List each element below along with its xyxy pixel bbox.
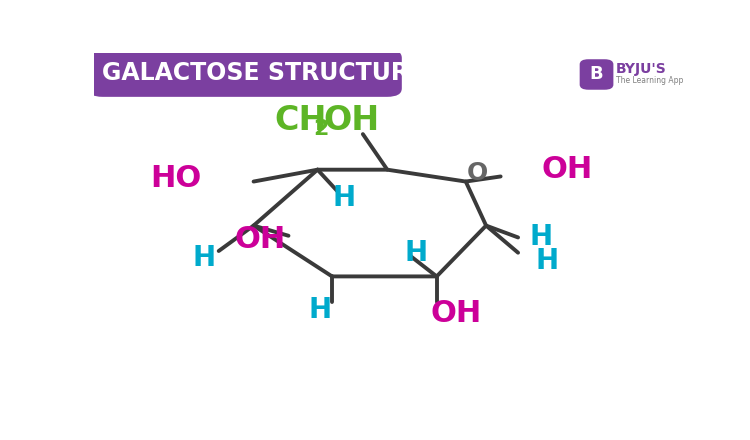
Text: The Learning App: The Learning App xyxy=(616,76,683,84)
Text: H: H xyxy=(309,296,332,324)
Text: OH: OH xyxy=(323,104,380,137)
Text: HO: HO xyxy=(150,164,201,193)
Text: OH: OH xyxy=(430,299,482,328)
FancyBboxPatch shape xyxy=(88,49,402,97)
Text: CH: CH xyxy=(274,104,326,137)
Text: 2: 2 xyxy=(314,119,328,139)
Text: H: H xyxy=(530,224,553,251)
Text: B: B xyxy=(590,66,603,84)
FancyBboxPatch shape xyxy=(580,59,614,90)
Text: H: H xyxy=(332,184,356,213)
Text: GALACTOSE STRUCTURE: GALACTOSE STRUCTURE xyxy=(103,61,425,85)
Text: H: H xyxy=(193,244,216,272)
Text: H: H xyxy=(536,247,559,275)
Text: H: H xyxy=(405,238,428,267)
Text: OH: OH xyxy=(542,155,592,184)
Text: O: O xyxy=(466,161,488,185)
Text: BYJU'S: BYJU'S xyxy=(616,62,667,77)
Text: OH: OH xyxy=(234,225,286,253)
